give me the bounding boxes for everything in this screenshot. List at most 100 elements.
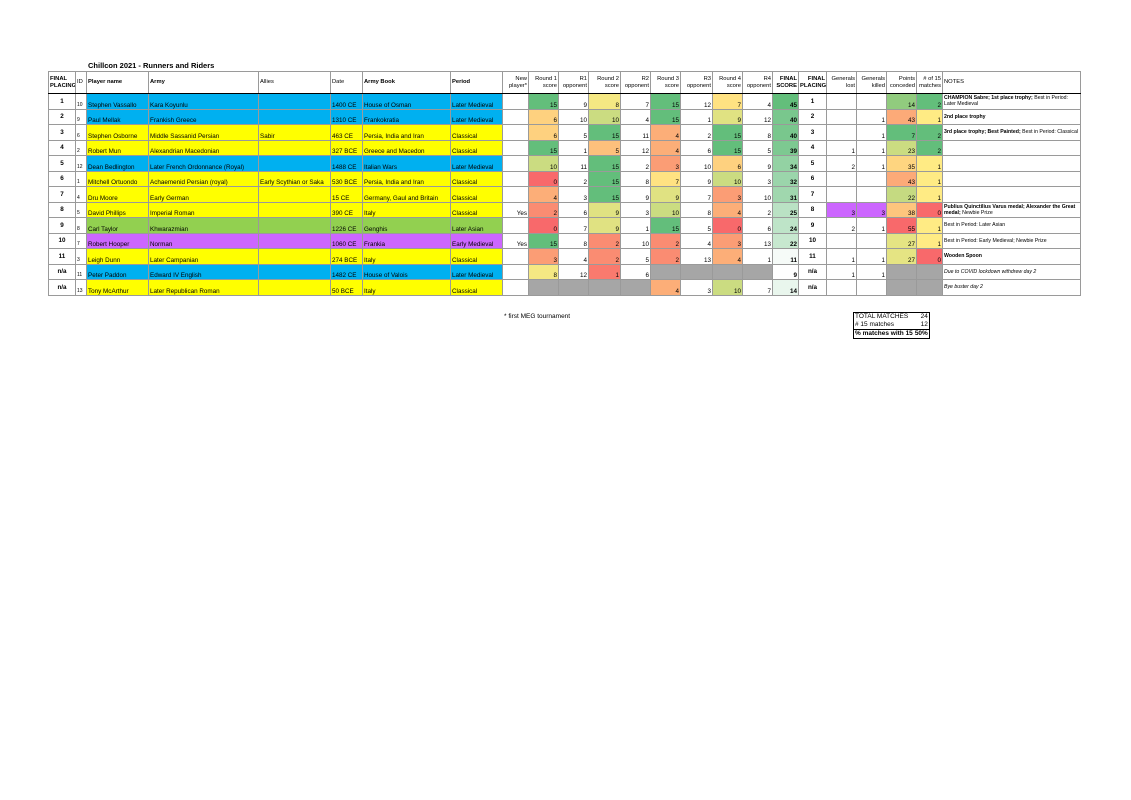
cell: Classical	[450, 139, 503, 156]
cell: 4	[650, 124, 681, 141]
cell: 3	[712, 232, 743, 249]
player-row: 8 5 David Phillips Imperial Roman 390 CE Ital…	[48, 201, 1081, 218]
cell: 50 BCE	[330, 279, 363, 296]
cell: n/a	[798, 263, 827, 280]
cell: 2	[75, 139, 87, 156]
cell: 3	[712, 186, 743, 203]
cell: 2	[826, 155, 857, 172]
summary-row: # 15 matches 12	[854, 321, 930, 330]
cell: 12	[680, 93, 713, 110]
note-bold: Wooden Spoon	[944, 253, 982, 260]
cell: 2	[916, 139, 943, 156]
cell: 10	[528, 155, 559, 172]
cell: 1	[916, 108, 943, 125]
cell: 10	[712, 170, 743, 187]
cell: 0	[712, 217, 743, 234]
note-bold: CHAMPION Sabre; 1st place trophy;	[944, 95, 1035, 102]
cell: 463 CE	[330, 124, 363, 141]
footnote: * first MEG tournament	[504, 313, 571, 320]
player-row: 10 7 Robert Hooper Norman 1060 CE Frankia Earl…	[48, 232, 1081, 249]
cell: 10	[620, 232, 651, 249]
cell: Edward IV English	[148, 263, 259, 280]
cell: Yes	[502, 232, 529, 249]
cell	[502, 263, 529, 280]
cell: 11	[772, 248, 799, 265]
cell: 1060 CE	[330, 232, 363, 249]
cell: 6	[48, 170, 76, 187]
cell: 2	[558, 170, 589, 187]
cell: 9	[48, 217, 76, 234]
cell: 13	[75, 279, 87, 296]
column-header: Allies	[258, 71, 331, 94]
cell: 7	[712, 93, 743, 110]
cell: 7	[798, 186, 827, 203]
cell: 1	[620, 217, 651, 234]
player-row: 9 8 Carl Taylor Khwarazmian 1226 CE Genghis La…	[48, 217, 1081, 234]
cell	[856, 232, 887, 249]
cell: Genghis	[362, 217, 451, 234]
cell	[620, 279, 651, 296]
cell: 4	[712, 201, 743, 218]
cell: 13	[680, 248, 713, 265]
player-row: n/a 11 Peter Paddon Edward IV English 1482 C…	[48, 263, 1081, 280]
cell: 6	[798, 170, 827, 187]
cell: 32	[772, 170, 799, 187]
cell: 5	[558, 124, 589, 141]
cell: 1	[75, 170, 87, 187]
cell	[258, 279, 331, 296]
note-text: Best in Period: Later Asian	[944, 222, 1006, 229]
cell: 5	[588, 139, 621, 156]
cell: 1	[798, 93, 827, 110]
cell: n/a	[48, 279, 76, 296]
cell: 1	[856, 217, 887, 234]
cell: 35	[886, 155, 917, 172]
cell: Tony McArthur	[86, 279, 149, 296]
cell: 3	[856, 201, 887, 218]
cell: Classical	[450, 124, 503, 141]
cell: Sabir	[258, 124, 331, 141]
notes-cell: Wooden Spoon	[942, 248, 1081, 265]
cell: 1	[916, 232, 943, 249]
column-header: Army	[148, 71, 259, 94]
cell	[856, 279, 887, 296]
cell: Robert Hooper	[86, 232, 149, 249]
cell: 3	[75, 248, 87, 265]
note-italic: Due to COVID lockdown withdrew day 2	[944, 268, 1037, 275]
summary-row: % matches with 15 50%	[853, 329, 930, 339]
cell: 9	[650, 186, 681, 203]
cell: 8	[680, 201, 713, 218]
cell: 10	[680, 155, 713, 172]
cell: 11	[620, 124, 651, 141]
cell: 3	[558, 186, 589, 203]
cell: 1	[916, 170, 943, 187]
header-row: FINAL PLACING ID Player name Army Allies Date…	[48, 71, 1081, 94]
cell: 3	[48, 124, 76, 141]
summary-row: TOTAL MATCHES 24	[854, 313, 930, 322]
cell	[502, 248, 529, 265]
cell: 9	[620, 186, 651, 203]
cell: 2	[528, 201, 559, 218]
note-italic: Bye buster day 2	[944, 284, 983, 291]
cell	[742, 263, 773, 280]
column-header: Generals killed	[856, 71, 887, 94]
cell: 4	[798, 139, 827, 156]
summary-value: 50%	[913, 329, 930, 339]
cell: 530 BCE	[330, 170, 363, 187]
cell	[712, 263, 743, 280]
player-row: 3 6 Stephen Osborne Middle Sassanid Persian…	[48, 124, 1081, 141]
cell	[258, 155, 331, 172]
cell: Peter Paddon	[86, 263, 149, 280]
cell: Frankish Greece	[148, 108, 259, 125]
notes-cell	[942, 155, 1081, 172]
cell: Persia, India and Iran	[362, 124, 451, 141]
cell: 15	[528, 232, 559, 249]
cell: 0	[528, 170, 559, 187]
cell: 8	[558, 232, 589, 249]
cell: 6	[742, 217, 773, 234]
cell: 12	[75, 155, 87, 172]
player-row: 11 3 Leigh Dunn Later Campanian 274 BCE Italy…	[48, 248, 1081, 265]
cell: 6	[558, 201, 589, 218]
cell	[502, 170, 529, 187]
cell: 5	[742, 139, 773, 156]
cell: Early Medieval	[450, 232, 503, 249]
